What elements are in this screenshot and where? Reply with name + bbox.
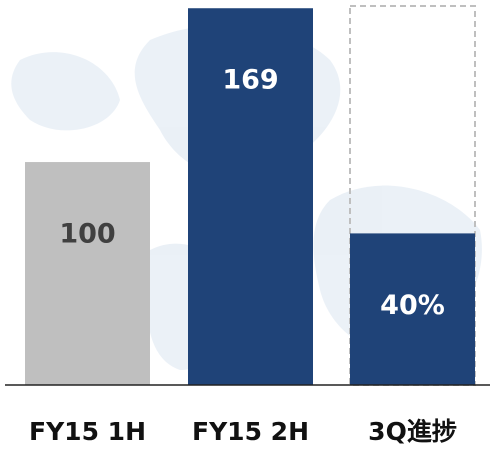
bar	[188, 8, 313, 386]
category-label: FY15 2H	[192, 417, 309, 446]
target-outline	[349, 5, 476, 386]
bar	[25, 162, 150, 385]
category-label: FY15 1H	[29, 417, 146, 446]
value-label: 100	[59, 219, 115, 250]
category-label: 3Q進捗	[368, 417, 457, 446]
value-label: 40%	[380, 290, 445, 321]
value-label: 169	[222, 65, 278, 96]
bar	[350, 233, 475, 385]
